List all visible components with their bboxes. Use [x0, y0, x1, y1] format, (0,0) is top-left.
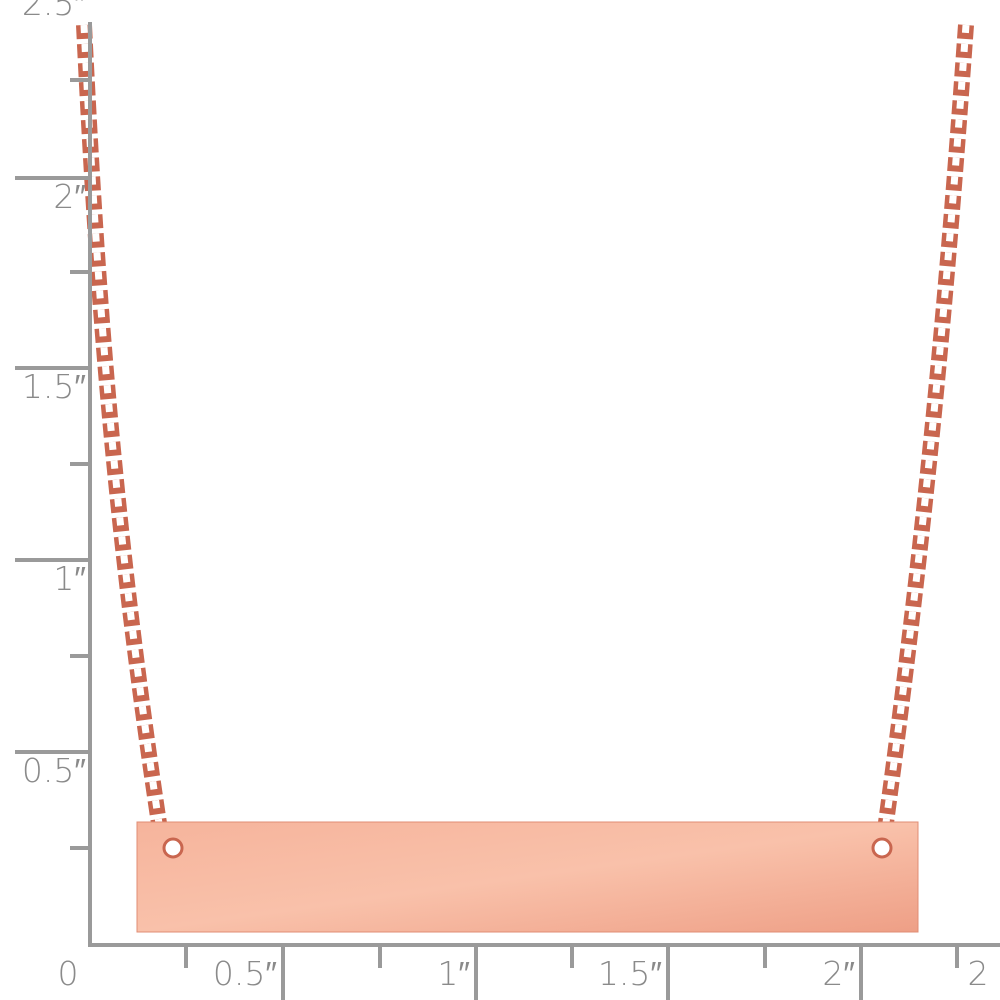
x-ruler-label: 1″: [437, 954, 470, 993]
chain-right: [877, 24, 974, 832]
y-ruler-label: 0.5″: [22, 751, 86, 790]
x-ruler-label: 0: [58, 954, 79, 993]
chain-left: [76, 24, 168, 832]
x-ruler-label: 0.5″: [213, 954, 277, 993]
bar-pendant: [136, 821, 919, 933]
y-ruler-label: 1.5″: [22, 367, 86, 406]
y-ruler-label: 2.5″: [22, 0, 86, 23]
y-ruler-label: 2″: [53, 177, 86, 216]
ruler: 2.5″ 2″ 1.5″ 1″ 0.5″ 0 0.5″ 1″ 1.5″ 2″ 2: [15, 0, 1000, 1000]
y-ruler-label: 1″: [53, 559, 86, 598]
x-ruler-label: 2: [968, 954, 989, 993]
x-ruler-label: 1.5″: [598, 954, 662, 993]
x-ruler-label: 2″: [822, 954, 855, 993]
